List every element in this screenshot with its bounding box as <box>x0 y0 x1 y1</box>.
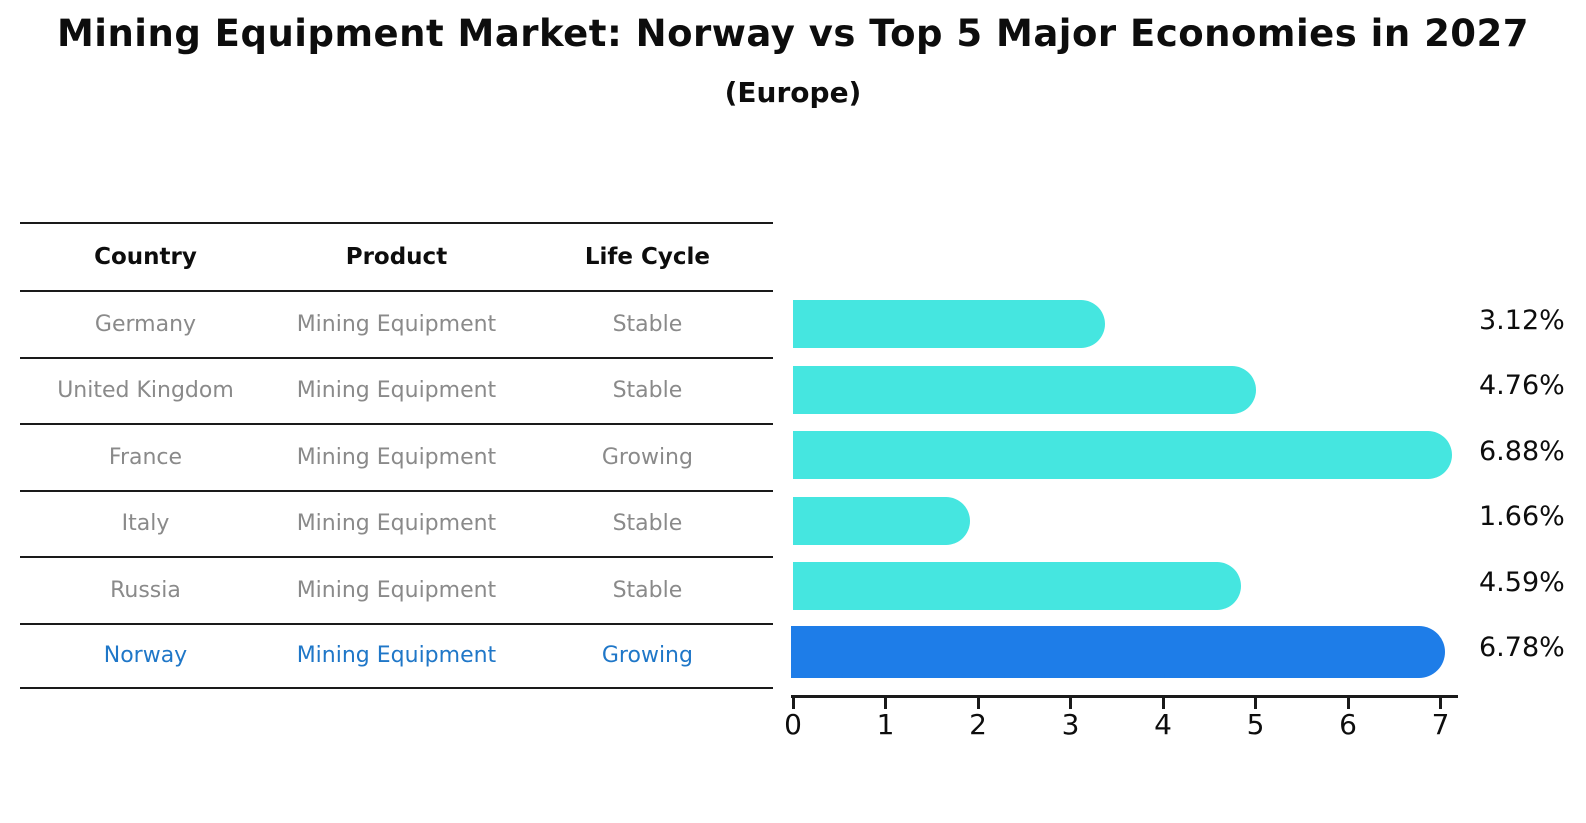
table-row: France Mining Equipment Growing <box>20 423 773 490</box>
bar-russia <box>793 562 1241 610</box>
value-label: 6.88% <box>1479 435 1565 467</box>
x-tick <box>1346 698 1350 709</box>
cell-country: United Kingdom <box>57 378 234 404</box>
cell-life-cycle: Stable <box>612 511 683 537</box>
value-label: 6.78% <box>1479 632 1565 664</box>
table-row: Russia Mining Equipment Stable <box>20 556 773 623</box>
table-row: Norway Mining Equipment Growing <box>20 622 773 689</box>
x-axis-line <box>791 695 1458 698</box>
x-tick-label: 2 <box>969 708 987 741</box>
x-tick <box>1069 698 1072 709</box>
page-title: Mining Equipment Market: Norway vs Top 5… <box>56 12 1530 55</box>
x-tick <box>791 698 795 709</box>
x-tick <box>976 698 980 709</box>
x-tick-label: 0 <box>784 708 802 741</box>
comparison-table: Country Product Life Cycle Germany Mining… <box>20 222 773 689</box>
value-label: 4.59% <box>1479 566 1565 598</box>
cell-product: Mining Equipment <box>296 444 497 470</box>
x-tick <box>1439 698 1442 709</box>
bar-united-kingdom <box>793 365 1257 414</box>
value-label: 3.12% <box>1479 304 1565 336</box>
header-cell-country: Country <box>94 244 197 270</box>
bar-norway <box>791 625 1446 678</box>
bar-germany <box>793 300 1105 348</box>
table-body: Germany Mining Equipment Stable United King… <box>20 290 773 689</box>
x-tick <box>1254 698 1257 709</box>
x-tick-label: 6 <box>1339 708 1357 741</box>
cell-product: Mining Equipment <box>296 378 497 404</box>
cell-country: Italy <box>121 511 170 537</box>
cell-life-cycle: Growing <box>601 643 693 669</box>
bar-italy <box>793 496 970 545</box>
bar-france <box>793 431 1453 479</box>
cell-country: Norway <box>103 643 188 669</box>
cell-product: Mining Equipment <box>296 643 497 669</box>
table-row: Italy Mining Equipment Stable <box>20 489 773 557</box>
cell-product: Mining Equipment <box>296 577 497 603</box>
x-tick-label: 1 <box>876 708 895 741</box>
cell-life-cycle: Stable <box>612 378 683 404</box>
cell-life-cycle: Growing <box>601 444 693 470</box>
x-tick-label: 4 <box>1154 708 1172 741</box>
cell-life-cycle: Stable <box>612 577 683 603</box>
table-row: Germany Mining Equipment Stable <box>20 290 773 357</box>
page-subtitle: (Europe) <box>724 76 862 109</box>
value-label: 1.66% <box>1479 501 1565 533</box>
value-label: 4.76% <box>1479 370 1565 402</box>
cell-product: Mining Equipment <box>296 311 497 337</box>
cell-life-cycle: Stable <box>612 311 683 337</box>
cell-country: Russia <box>110 577 181 603</box>
x-tick <box>884 698 887 709</box>
cell-country: Germany <box>94 311 197 337</box>
cell-country: France <box>108 444 183 470</box>
header-cell-product: Product <box>345 244 448 270</box>
x-tick <box>1161 698 1165 709</box>
x-tick-label: 5 <box>1246 708 1265 741</box>
table-header-row: Country Product Life Cycle <box>20 222 773 290</box>
header-cell-life-cycle: Life Cycle <box>584 244 710 270</box>
table-row: United Kingdom Mining Equipment Stable <box>20 356 773 424</box>
cell-product: Mining Equipment <box>296 511 497 537</box>
x-tick-label: 3 <box>1061 708 1080 741</box>
x-tick-label: 7 <box>1431 708 1450 741</box>
